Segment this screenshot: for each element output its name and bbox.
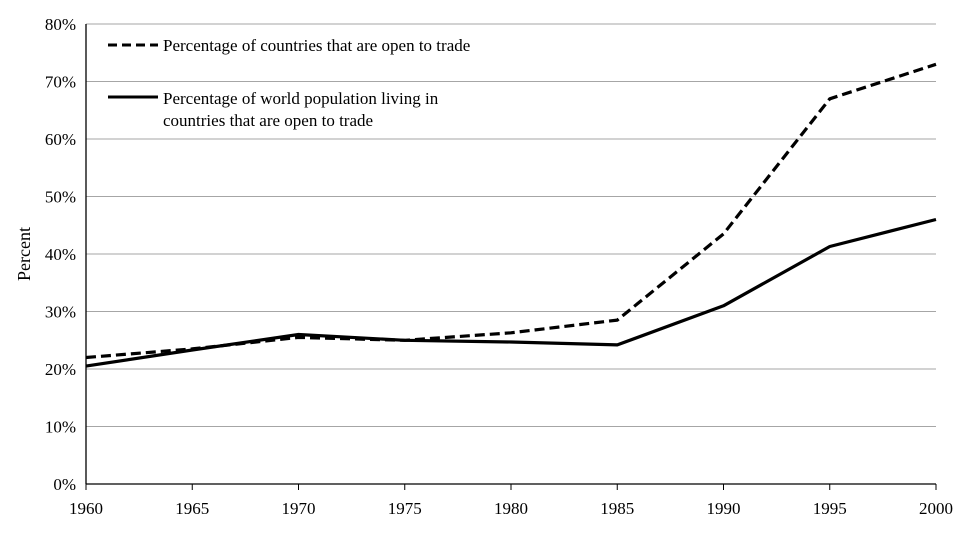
- y-axis-title: Percent: [14, 227, 34, 281]
- x-tick-label: 2000: [919, 499, 953, 518]
- y-tick-label: 50%: [45, 188, 76, 207]
- x-tick-label: 1975: [388, 499, 422, 518]
- y-tick-label: 80%: [45, 15, 76, 34]
- series-population-open-solid: [85, 217, 937, 368]
- x-tick-label: 1960: [69, 499, 103, 518]
- gridlines: [86, 23, 936, 427]
- y-tick-label: 40%: [45, 245, 76, 264]
- x-tick-label: 1990: [707, 499, 741, 518]
- legend-label-population-line1: Percentage of world population living in: [163, 89, 439, 108]
- x-tick-label: 1985: [600, 499, 634, 518]
- legend-label-countries: Percentage of countries that are open to…: [163, 36, 470, 55]
- y-tick-label: 0%: [53, 475, 76, 494]
- x-tick-label: 1970: [282, 499, 316, 518]
- y-tick-label: 60%: [45, 130, 76, 149]
- y-tick-label: 70%: [45, 73, 76, 92]
- series-lines: [85, 62, 937, 368]
- y-tick-label: 10%: [45, 418, 76, 437]
- legend: Percentage of countries that are open to…: [108, 36, 470, 130]
- y-tick-label: 30%: [45, 303, 76, 322]
- x-tick-labels: 1960 1965 1970 1975 1980 1985 1990 1995 2000: [69, 484, 953, 518]
- x-tick-label: 1980: [494, 499, 528, 518]
- legend-label-population-line2: countries that are open to trade: [163, 111, 373, 130]
- y-tick-label: 20%: [45, 360, 76, 379]
- series-countries-open-dashed: [85, 62, 937, 360]
- x-tick-label: 1965: [175, 499, 209, 518]
- y-tick-labels: 0% 10% 20% 30% 40% 50% 60% 70% 80%: [45, 15, 76, 494]
- x-tick-label: 1995: [813, 499, 847, 518]
